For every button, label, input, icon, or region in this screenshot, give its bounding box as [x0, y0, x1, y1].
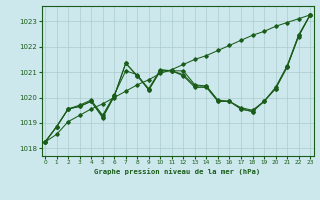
X-axis label: Graphe pression niveau de la mer (hPa): Graphe pression niveau de la mer (hPa): [94, 168, 261, 175]
